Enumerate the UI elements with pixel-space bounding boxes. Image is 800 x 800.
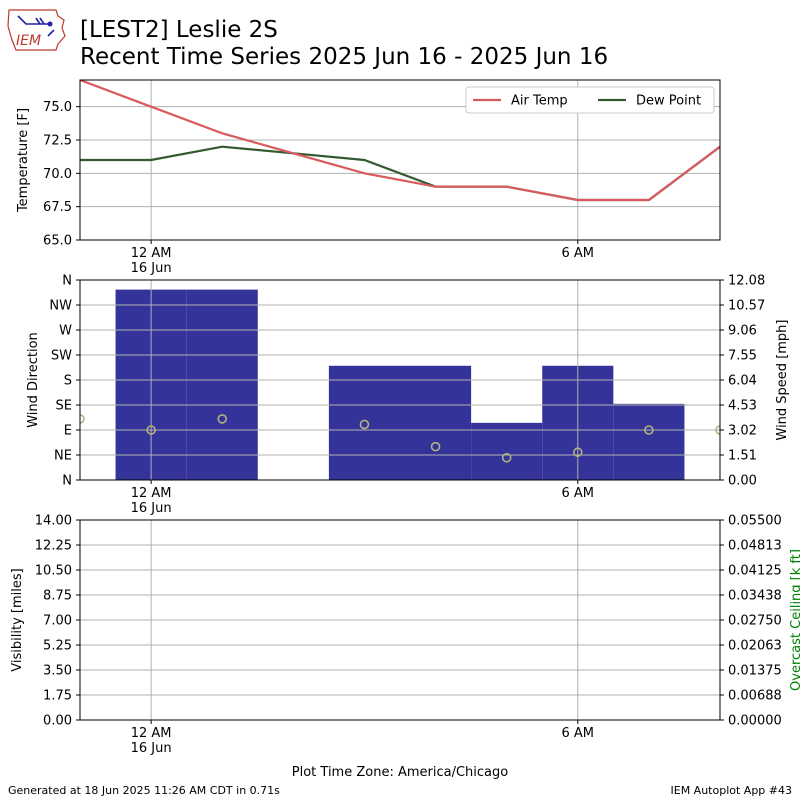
ceiling-y-tick-label: 0.04813 bbox=[728, 539, 782, 554]
wind-speed-tick-label: 1.51 bbox=[728, 449, 757, 464]
autoplot-app-label: IEM Autoplot App #43 bbox=[670, 784, 793, 797]
temp-plot-frame bbox=[79, 79, 721, 241]
wind-plot-frame bbox=[79, 279, 721, 481]
vis-y-tick-label: 1.75 bbox=[43, 689, 72, 704]
ceiling-y-tick-label: 0.00688 bbox=[728, 689, 782, 704]
wind-direction-point bbox=[217, 414, 228, 424]
wind-speed-tick-label: 12.08 bbox=[728, 274, 765, 289]
wind-dir-tick-label: E bbox=[64, 424, 72, 439]
ceiling-y-tick-label: 0.04125 bbox=[728, 564, 782, 579]
wind-direction-point bbox=[359, 419, 370, 430]
vis-y-tick-label: 8.75 bbox=[43, 589, 72, 604]
wind-direction-point bbox=[644, 425, 654, 435]
wind-speed-tick-label: 3.02 bbox=[728, 424, 757, 439]
wind-speed-bar bbox=[613, 403, 685, 480]
vis-x-tick-label: 16 Jun bbox=[131, 741, 172, 756]
wind-dir-tick-label: SE bbox=[56, 399, 72, 414]
wind-speed-tick-label: 9.06 bbox=[728, 324, 757, 339]
generated-timestamp: Generated at 18 Jun 2025 11:26 AM CDT in… bbox=[8, 784, 280, 797]
wind-dir-axis-label: Wind Direction bbox=[26, 332, 41, 428]
wind-dir-tick-label: NW bbox=[49, 299, 72, 314]
wind-speed-tick-label: 4.53 bbox=[728, 399, 757, 414]
wind-speed-bar bbox=[186, 289, 258, 480]
temp-x-tick-label: 16 Jun bbox=[131, 261, 172, 276]
temp-y-tick-label: 65.0 bbox=[43, 234, 72, 249]
temp-y-tick-label: 70.0 bbox=[43, 167, 72, 182]
logo-station-dot-shape bbox=[47, 21, 53, 27]
wind-dir-tick-label: W bbox=[59, 324, 72, 339]
temp-y-tick-label: 75.0 bbox=[43, 100, 72, 115]
wind-direction-point bbox=[501, 452, 512, 463]
wind-direction-point bbox=[572, 447, 583, 458]
chart-title: [LEST2] Leslie 2S bbox=[80, 17, 278, 43]
logo-wind-barb-shape bbox=[17, 15, 55, 37]
wind-dir-tick-label: NE bbox=[54, 449, 72, 464]
logo-text: IEM bbox=[16, 33, 41, 49]
vis-y-tick-label: 0.00 bbox=[43, 714, 72, 729]
wind-dir-tick-label: N bbox=[62, 474, 72, 489]
chart-subtitle: Recent Time Series 2025 Jun 16 - 2025 Ju… bbox=[80, 44, 609, 70]
vis-y-tick-label: 3.50 bbox=[43, 664, 72, 679]
ceiling-y-tick-label: 0.01375 bbox=[728, 664, 782, 679]
wind-speed-tick-label: 6.04 bbox=[728, 374, 757, 389]
vis-x-tick-label: 12 AM bbox=[131, 726, 172, 741]
wind-direction-point bbox=[80, 414, 85, 424]
wind-speed-tick-label: 7.55 bbox=[728, 349, 757, 364]
wind-x-tick-label: 12 AM bbox=[131, 486, 172, 501]
wind-speed-bar bbox=[328, 365, 400, 480]
ceiling-y-tick-label: 0.03438 bbox=[728, 589, 782, 604]
vis-y-axis-label: Visibility [miles] bbox=[10, 568, 25, 671]
ceiling-y-tick-label: 0.00000 bbox=[728, 714, 782, 729]
temp-y-tick-label: 67.5 bbox=[43, 200, 72, 215]
temp-x-tick-label: 6 AM bbox=[562, 246, 595, 261]
temp-y-tick-label: 72.5 bbox=[43, 134, 72, 149]
temp-y-axis-label: Temperature [F] bbox=[16, 108, 31, 213]
wind-speed-axis-label: Wind Speed [mph] bbox=[775, 320, 790, 441]
vis-y-tick-label: 5.25 bbox=[43, 639, 72, 654]
wind-speed-bar bbox=[400, 365, 472, 480]
wind-dir-tick-label: SW bbox=[51, 349, 72, 364]
wind-speed-bar bbox=[471, 422, 543, 480]
wind-speed-tick-label: 10.57 bbox=[728, 299, 765, 314]
wind-direction-point bbox=[430, 441, 441, 452]
series-line-air-temp bbox=[80, 80, 720, 202]
vis-y-tick-label: 14.00 bbox=[35, 514, 72, 529]
vis-y-tick-label: 12.25 bbox=[35, 539, 72, 554]
wind-direction-point bbox=[715, 425, 720, 435]
vis-plot-frame bbox=[79, 519, 721, 721]
vis-y-tick-label: 7.00 bbox=[43, 614, 72, 629]
wind-x-tick-label: 16 Jun bbox=[131, 501, 172, 516]
vis-y-tick-label: 10.50 bbox=[35, 564, 72, 579]
legend-box bbox=[465, 86, 715, 114]
temp-x-tick-label: 12 AM bbox=[131, 246, 172, 261]
wind-direction-point bbox=[146, 425, 156, 435]
ceiling-y-tick-label: 0.02750 bbox=[728, 614, 782, 629]
x-axis-label: Plot Time Zone: America/Chicago bbox=[292, 765, 508, 780]
wind-dir-tick-label: S bbox=[64, 374, 72, 389]
ceiling-y-tick-label: 0.05500 bbox=[728, 514, 782, 529]
legend-label-air-temp: Air Temp bbox=[511, 94, 568, 109]
legend-label-dew-point: Dew Point bbox=[636, 94, 701, 109]
ceiling-y-axis-label: Overcast Ceiling [k ft] bbox=[789, 549, 800, 691]
ceiling-y-tick-label: 0.02063 bbox=[728, 639, 782, 654]
iem-logo: IEM bbox=[7, 9, 66, 51]
wind-speed-tick-label: 0.00 bbox=[728, 474, 757, 489]
vis-x-tick-label: 6 AM bbox=[562, 726, 595, 741]
wind-dir-tick-label: N bbox=[62, 274, 72, 289]
wind-x-tick-label: 6 AM bbox=[562, 486, 595, 501]
